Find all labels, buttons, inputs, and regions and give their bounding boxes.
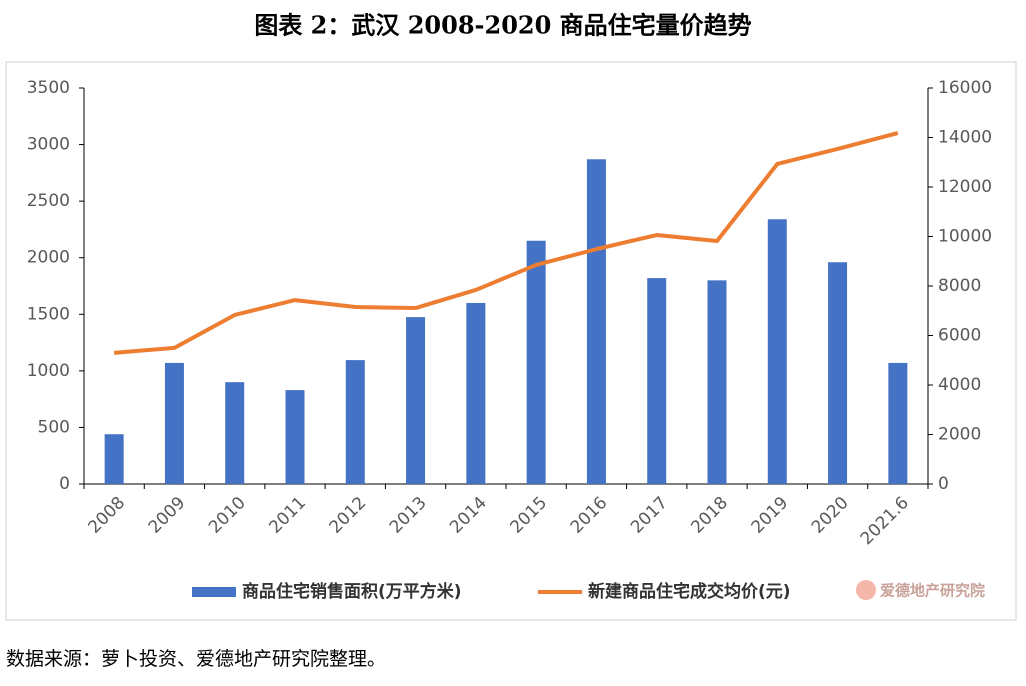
- y2-tick-label: 16000: [938, 78, 992, 98]
- bar: [767, 219, 787, 484]
- x-tick-label: 2016: [567, 493, 612, 538]
- y2-tick-label: 12000: [938, 177, 992, 197]
- x-tick-label: 2012: [326, 493, 371, 538]
- bar: [647, 278, 667, 484]
- x-tick-label: 2011: [265, 493, 310, 538]
- bar: [828, 262, 848, 484]
- y2-tick-label: 2000: [938, 425, 981, 445]
- bar: [225, 382, 245, 484]
- x-tick-label: 2020: [808, 493, 853, 538]
- y2-tick-label: 6000: [938, 326, 981, 346]
- y-tick-label: 3500: [27, 78, 70, 98]
- x-tick-label: 2013: [386, 493, 431, 538]
- chart-frame: [5, 61, 1017, 621]
- bar: [345, 360, 365, 484]
- bar: [285, 390, 305, 484]
- legend-label: 商品住宅销售面积(万平方米): [242, 581, 462, 602]
- x-tick-label: 2017: [627, 493, 672, 538]
- bar: [466, 302, 486, 484]
- logo-icon: [856, 580, 876, 600]
- watermark: 爱德地产研究院: [880, 582, 985, 600]
- chart-title: 图表 2：武汉 2008-2020 商品住宅量价趋势: [254, 11, 751, 40]
- x-tick-label: 2021.6: [857, 493, 913, 549]
- bar: [164, 362, 184, 484]
- y-tick-label: 1000: [27, 361, 70, 381]
- bar: [526, 240, 546, 484]
- y2-tick-label: 0: [938, 474, 949, 494]
- y-tick-label: 0: [59, 474, 70, 494]
- x-tick-label: 2009: [145, 493, 190, 538]
- bar: [888, 362, 908, 484]
- y-tick-label: 2000: [27, 248, 70, 268]
- y-tick-label: 1500: [27, 304, 70, 324]
- source-note: 数据来源：萝卜投资、爱德地产研究院整理。: [6, 648, 386, 670]
- y-tick-label: 2500: [27, 191, 70, 211]
- bar: [104, 434, 124, 484]
- x-tick-label: 2008: [84, 493, 129, 538]
- y-tick-label: 500: [38, 417, 70, 437]
- bar: [586, 159, 606, 484]
- y-tick-label: 3000: [27, 135, 70, 155]
- x-tick-label: 2010: [205, 493, 250, 538]
- y2-tick-label: 10000: [938, 227, 992, 247]
- legend-swatch: [192, 587, 236, 597]
- bar: [406, 317, 426, 484]
- y2-tick-label: 14000: [938, 128, 992, 148]
- x-tick-label: 2014: [446, 493, 491, 538]
- x-tick-label: 2018: [687, 493, 732, 538]
- y2-tick-label: 8000: [938, 276, 981, 296]
- y2-tick-label: 4000: [938, 375, 981, 395]
- x-tick-label: 2015: [506, 493, 551, 538]
- legend-label: 新建商品住宅成交均价(元): [588, 581, 791, 602]
- line-series: [113, 131, 899, 355]
- bar: [707, 280, 727, 484]
- x-tick-label: 2019: [748, 493, 793, 538]
